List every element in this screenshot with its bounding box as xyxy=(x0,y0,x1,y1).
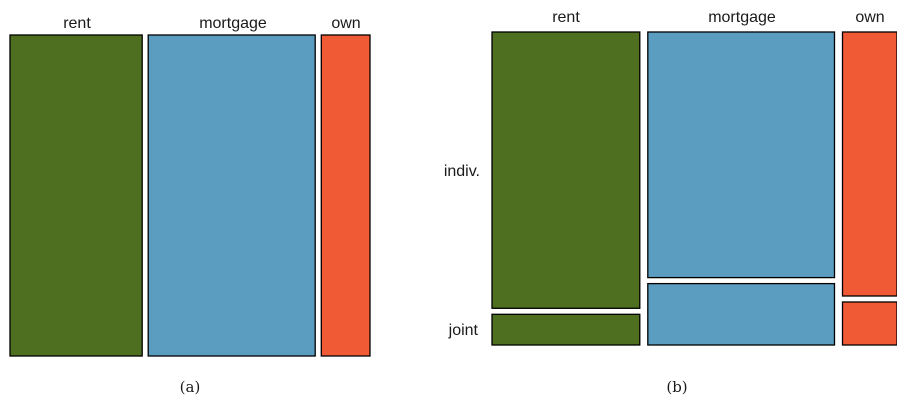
tile-mortgage-joint xyxy=(647,282,836,346)
tile-own-indiv xyxy=(841,31,897,297)
tile-own-a xyxy=(320,34,371,357)
col-label-mortgage-a: mortgage xyxy=(199,15,267,32)
tile-mortgage-indiv xyxy=(647,31,836,279)
col-label-rent-b: rent xyxy=(552,9,580,26)
row-label-indiv: indiv. xyxy=(444,163,480,180)
tile-own-joint xyxy=(841,301,897,346)
tile-rent-indiv xyxy=(491,31,641,309)
mosaic-chart-a: rent mortgage own (a) xyxy=(9,15,371,396)
col-label-own-b: own xyxy=(855,9,884,26)
tile-mortgage-a xyxy=(147,34,316,357)
col-label-mortgage-b: mortgage xyxy=(708,9,776,26)
col-label-own-a: own xyxy=(331,15,360,32)
mosaic-chart-b: rent mortgage own indiv. joint (b) xyxy=(444,9,897,396)
col-label-rent-a: rent xyxy=(63,15,91,32)
tile-rent-joint xyxy=(491,313,641,346)
tile-rent-a xyxy=(9,34,143,357)
caption-a: (a) xyxy=(180,378,201,396)
row-label-joint: joint xyxy=(448,322,479,339)
caption-b: (b) xyxy=(666,378,687,396)
